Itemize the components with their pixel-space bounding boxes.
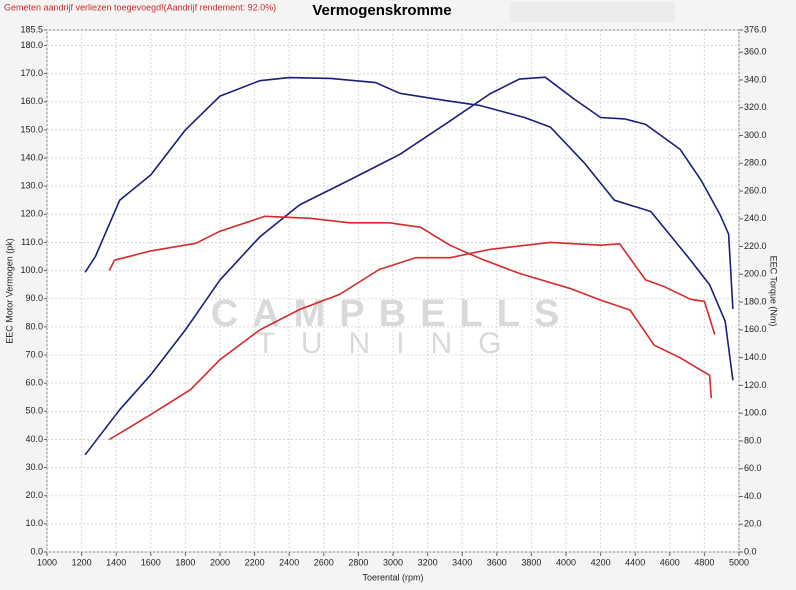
y2-tick-label: 60.0 — [744, 463, 762, 473]
y-tick-label: 0.0 — [30, 546, 43, 556]
x-tick-label: 1600 — [141, 557, 161, 567]
x-tick-label: 4600 — [660, 557, 680, 567]
y2-tick-label: 200.0 — [744, 269, 767, 279]
y-tick-label: 60.0 — [25, 378, 43, 388]
x-tick-label: 1000 — [37, 557, 57, 567]
x-tick-label: 2000 — [210, 557, 230, 567]
x-tick-label: 4200 — [591, 557, 611, 567]
x-tick-label: 5000 — [729, 557, 749, 567]
y-tick-label: 185.5 — [20, 24, 43, 34]
y-tick-label: 20.0 — [25, 490, 43, 500]
subtitle: Gemeten aandrijf verliezen toegevoegd!(A… — [4, 2, 276, 12]
y-tick-label: 110.0 — [21, 237, 43, 247]
watermark: CAMPBELLS — [211, 293, 573, 335]
info-box — [510, 2, 675, 22]
y2-tick-label: 40.0 — [744, 491, 762, 501]
y2-tick-label: 80.0 — [744, 435, 762, 445]
x-tick-label: 3800 — [521, 557, 541, 567]
y-tick-label: 40.0 — [25, 434, 43, 444]
y2-tick-label: 340.0 — [744, 74, 767, 84]
y2-tick-label: 100.0 — [744, 408, 767, 418]
y-tick-label: 70.0 — [25, 349, 43, 359]
y2-tick-label: 300.0 — [744, 130, 767, 140]
y2-axis-label: EEC Torque (Nm) — [769, 256, 779, 327]
x-tick-label: 1400 — [106, 557, 126, 567]
curve — [84, 76, 734, 381]
watermark: TUNING — [257, 327, 528, 360]
y2-tick-label: 240.0 — [744, 213, 767, 223]
y-tick-label: 30.0 — [25, 462, 43, 472]
y-tick-label: 10.0 — [25, 518, 43, 528]
y-tick-label: 150.0 — [20, 124, 43, 134]
y2-tick-label: 260.0 — [744, 185, 767, 195]
y2-tick-label: 120.0 — [744, 380, 767, 390]
y-axis-label: EEC Motor Vermogen (pk) — [4, 238, 14, 344]
x-tick-label: 3000 — [383, 557, 403, 567]
y2-tick-label: 20.0 — [744, 519, 762, 529]
y-tick-label: 50.0 — [25, 406, 43, 416]
y2-tick-label: 320.0 — [744, 102, 767, 112]
x-axis-label: Toerental (rpm) — [362, 572, 423, 582]
y-tick-label: 160.0 — [20, 96, 43, 106]
x-tick-label: 3600 — [487, 557, 507, 567]
y2-tick-label: 280.0 — [744, 158, 767, 168]
y2-tick-label: 220.0 — [744, 241, 767, 251]
y2-tick-label: 180.0 — [744, 296, 767, 306]
y-tick-label: 90.0 — [25, 293, 43, 303]
y-tick-label: 80.0 — [25, 321, 43, 331]
x-tick-label: 2800 — [348, 557, 368, 567]
y-tick-label: 100.0 — [20, 265, 43, 275]
y-tick-label: 120.0 — [20, 209, 43, 219]
x-tick-label: 4000 — [556, 557, 576, 567]
y2-tick-label: 360.0 — [744, 47, 767, 57]
x-tick-label: 3400 — [452, 557, 472, 567]
curve — [84, 76, 734, 456]
x-tick-label: 1200 — [72, 557, 92, 567]
x-tick-label: 3200 — [418, 557, 438, 567]
x-tick-label: 2200 — [245, 557, 265, 567]
x-tick-label: 1800 — [175, 557, 195, 567]
y2-tick-label: 376.0 — [744, 24, 767, 34]
chart-title: Vermogenskromme — [312, 2, 451, 19]
curve — [108, 241, 716, 441]
x-tick-label: 2600 — [314, 557, 334, 567]
x-tick-label: 4400 — [625, 557, 645, 567]
y2-tick-label: 160.0 — [744, 324, 767, 334]
y2-tick-label: 140.0 — [744, 352, 767, 362]
y-tick-label: 140.0 — [20, 152, 43, 162]
x-tick-label: 2400 — [279, 557, 299, 567]
y2-tick-label: 0.0 — [744, 546, 757, 556]
curve — [108, 215, 713, 399]
y-tick-label: 130.0 — [20, 181, 43, 191]
x-tick-label: 4800 — [694, 557, 714, 567]
y-tick-label: 180.0 — [20, 40, 43, 50]
y-tick-label: 170.0 — [20, 68, 43, 78]
